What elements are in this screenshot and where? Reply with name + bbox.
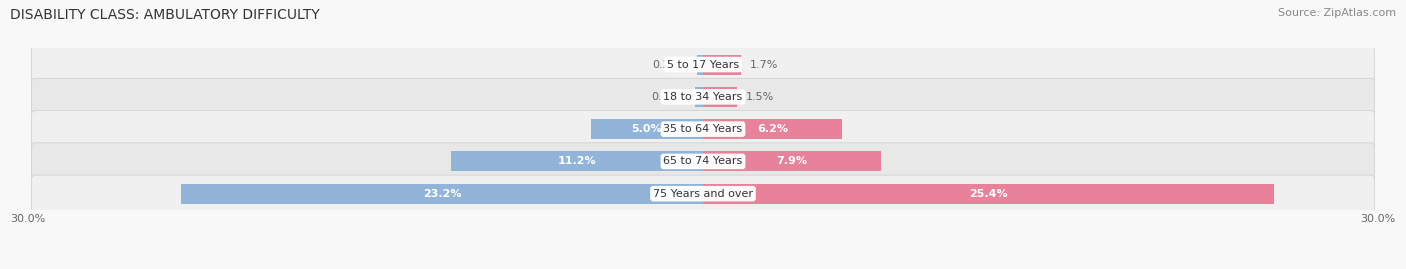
Text: Source: ZipAtlas.com: Source: ZipAtlas.com xyxy=(1278,8,1396,18)
FancyBboxPatch shape xyxy=(31,46,1375,83)
Bar xyxy=(181,184,703,204)
Text: 6.2%: 6.2% xyxy=(758,124,789,134)
Bar xyxy=(703,55,741,75)
Text: 1.7%: 1.7% xyxy=(751,59,779,70)
Text: 65 to 74 Years: 65 to 74 Years xyxy=(664,156,742,167)
Text: 5.0%: 5.0% xyxy=(631,124,662,134)
Bar xyxy=(697,55,703,75)
Text: 23.2%: 23.2% xyxy=(423,189,461,199)
Text: DISABILITY CLASS: AMBULATORY DIFFICULTY: DISABILITY CLASS: AMBULATORY DIFFICULTY xyxy=(10,8,319,22)
Bar xyxy=(703,119,842,139)
FancyBboxPatch shape xyxy=(31,78,1375,115)
FancyBboxPatch shape xyxy=(31,111,1375,148)
Text: 5 to 17 Years: 5 to 17 Years xyxy=(666,59,740,70)
Text: 18 to 34 Years: 18 to 34 Years xyxy=(664,92,742,102)
Text: 1.5%: 1.5% xyxy=(745,92,773,102)
Text: 25.4%: 25.4% xyxy=(969,189,1008,199)
Bar xyxy=(451,151,703,171)
Text: 0.35%: 0.35% xyxy=(651,92,686,102)
Bar xyxy=(703,184,1274,204)
Text: 11.2%: 11.2% xyxy=(558,156,596,167)
FancyBboxPatch shape xyxy=(31,143,1375,180)
Text: 35 to 64 Years: 35 to 64 Years xyxy=(664,124,742,134)
FancyBboxPatch shape xyxy=(31,175,1375,212)
Text: 75 Years and over: 75 Years and over xyxy=(652,189,754,199)
Bar xyxy=(591,119,703,139)
Bar xyxy=(703,87,737,107)
Text: 7.9%: 7.9% xyxy=(776,156,807,167)
Bar xyxy=(703,151,880,171)
Bar xyxy=(695,87,703,107)
Text: 0.28%: 0.28% xyxy=(652,59,688,70)
